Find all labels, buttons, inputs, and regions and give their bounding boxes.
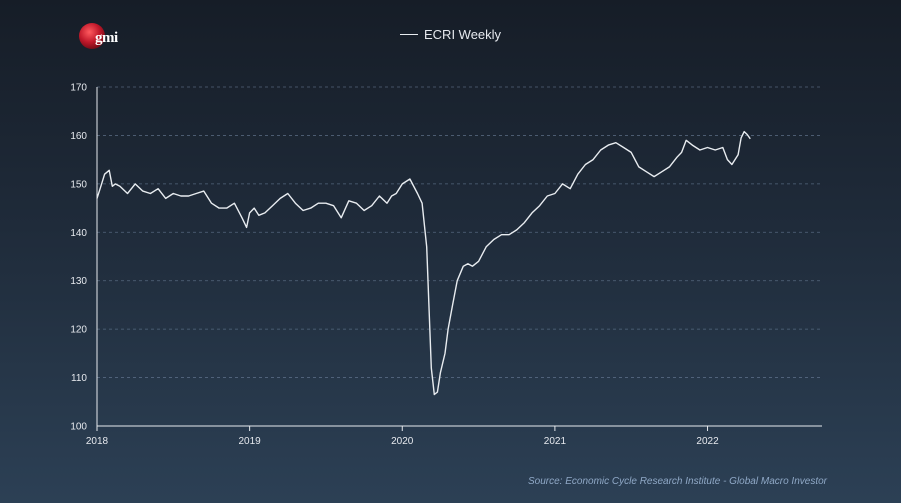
y-tick-label-160: 160 bbox=[70, 131, 87, 142]
x-tick-label-2020: 2020 bbox=[391, 436, 414, 447]
x-tick-label-2018: 2018 bbox=[86, 436, 109, 447]
series-line-ecri-weekly bbox=[96, 130, 751, 396]
y-tick-label-150: 150 bbox=[70, 179, 87, 190]
chart-legend: ECRI Weekly bbox=[400, 27, 501, 42]
y-tick-label-110: 110 bbox=[71, 373, 87, 384]
y-tick-label-140: 140 bbox=[70, 228, 87, 239]
gmi-logo-icon bbox=[79, 23, 105, 49]
x-tick-label-2022: 2022 bbox=[696, 436, 719, 447]
x-tick-label-2019: 2019 bbox=[239, 436, 262, 447]
x-tick-label-2021: 2021 bbox=[544, 436, 567, 447]
y-tick-label-170: 170 bbox=[70, 83, 87, 94]
logo-text: gmi bbox=[95, 30, 118, 46]
y-tick-label-100: 100 bbox=[70, 422, 87, 433]
source-note: Source: Economic Cycle Research Institut… bbox=[527, 476, 827, 487]
y-tick-label-120: 120 bbox=[70, 325, 87, 336]
y-tick-label-130: 130 bbox=[70, 276, 87, 287]
legend-line-swatch bbox=[400, 34, 418, 35]
legend-label: ECRI Weekly bbox=[424, 27, 502, 42]
